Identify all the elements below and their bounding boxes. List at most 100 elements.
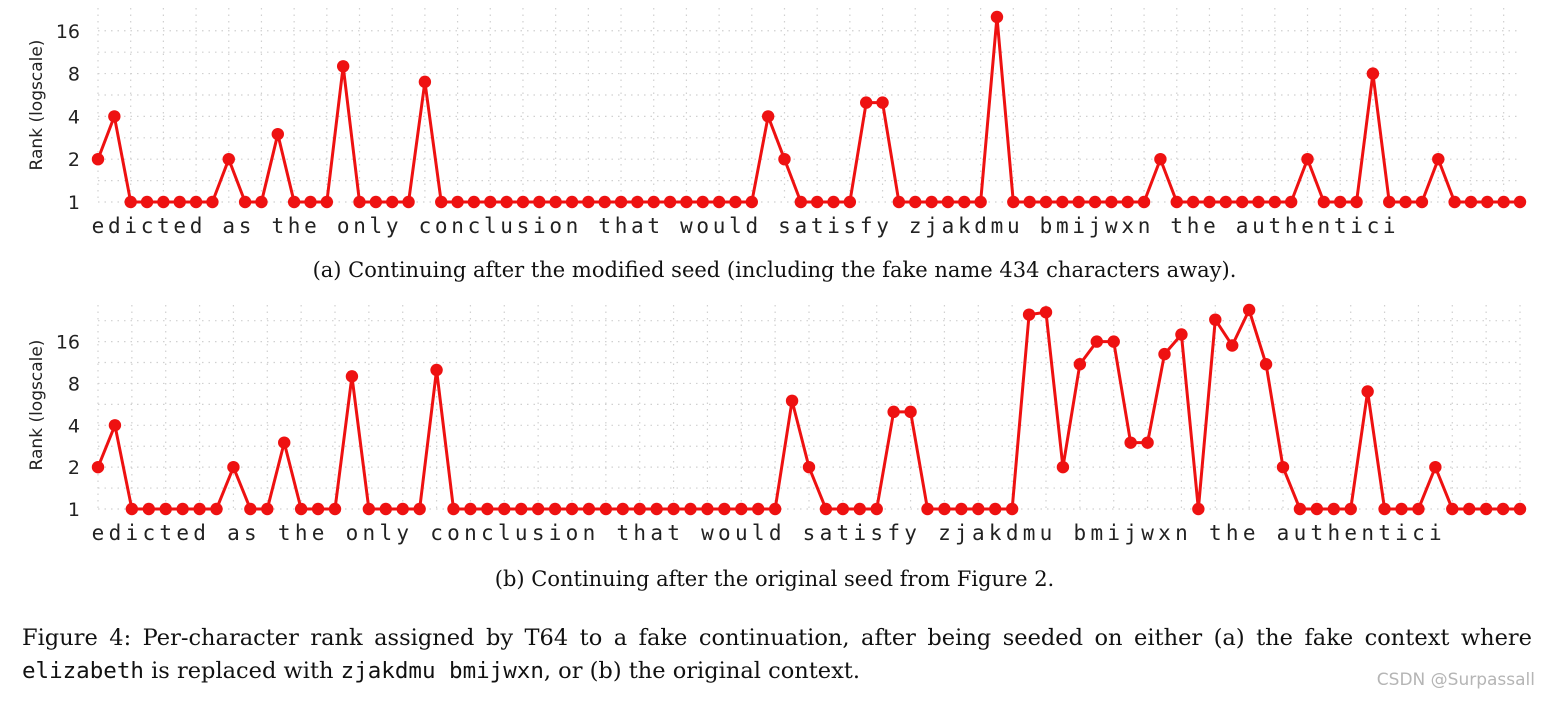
y-axis-label: Rank (logscale) xyxy=(27,340,47,471)
x-char-label: t xyxy=(647,214,660,238)
data-point xyxy=(1334,195,1347,209)
data-point xyxy=(1039,306,1053,319)
data-point xyxy=(548,502,562,516)
data-point xyxy=(1023,195,1036,209)
x-char-label: l xyxy=(498,521,511,545)
data-point xyxy=(667,502,680,516)
x-char-label: u xyxy=(500,214,513,238)
x-char-label: w xyxy=(680,214,693,238)
data-point xyxy=(336,60,350,73)
data-point xyxy=(582,502,596,516)
x-char-label: c xyxy=(430,521,443,545)
caption-code-fake-name: zjakdmu bmijwxn xyxy=(340,658,544,684)
data-point xyxy=(125,502,139,516)
data-point xyxy=(1175,328,1188,341)
data-point xyxy=(369,195,383,209)
data-point xyxy=(206,195,219,209)
x-char-label: e xyxy=(173,214,186,238)
caption-line1: Figure 4: Per-character rank assigned by… xyxy=(22,625,1532,651)
data-point xyxy=(1497,195,1510,209)
data-point xyxy=(684,502,697,516)
data-point xyxy=(1259,358,1273,371)
x-char-label: n xyxy=(1361,521,1374,545)
x-char-label: u xyxy=(515,521,528,545)
data-point xyxy=(768,502,782,516)
data-point xyxy=(1268,195,1282,209)
data-point xyxy=(853,502,866,516)
data-point xyxy=(328,502,342,516)
data-point xyxy=(921,502,934,516)
data-point xyxy=(1317,195,1331,209)
x-char-label: t xyxy=(271,214,284,238)
data-point xyxy=(1429,460,1442,474)
data-point xyxy=(189,195,203,209)
x-char-label: t xyxy=(159,521,172,545)
data-point xyxy=(663,195,677,209)
data-point xyxy=(1203,195,1216,209)
data-point xyxy=(565,502,579,516)
x-char-label: i xyxy=(827,214,840,238)
data-point xyxy=(238,195,252,209)
data-point xyxy=(193,502,206,516)
figure-caption: Figure 4: Per-character rank assigned by… xyxy=(22,622,1532,688)
x-char-label: n xyxy=(464,521,477,545)
data-point xyxy=(1219,195,1232,209)
x-char-label: n xyxy=(583,521,596,545)
x-char-label: u xyxy=(1252,214,1265,238)
data-point xyxy=(616,502,629,516)
data-point xyxy=(1383,195,1396,209)
data-point xyxy=(819,502,833,516)
x-char-label: m xyxy=(1056,214,1069,238)
x-char-label: i xyxy=(124,214,137,238)
data-point xyxy=(598,195,611,209)
x-char-label: d xyxy=(109,521,122,545)
x-char-label: k xyxy=(958,214,971,238)
data-point xyxy=(1432,152,1445,166)
data-point xyxy=(255,195,268,209)
data-point xyxy=(124,195,137,209)
data-point xyxy=(614,195,628,209)
x-char-label: a xyxy=(222,214,235,238)
data-point xyxy=(1415,195,1429,209)
data-point xyxy=(1124,436,1137,449)
data-point xyxy=(287,195,301,209)
x-char-label: x xyxy=(1158,521,1171,545)
data-point xyxy=(515,502,528,516)
data-point xyxy=(1276,460,1290,474)
x-char-label: h xyxy=(633,521,646,545)
data-point xyxy=(1105,195,1118,209)
x-char-label: c xyxy=(1412,521,1425,545)
x-char-label: m xyxy=(1023,521,1036,545)
data-point xyxy=(925,195,938,209)
data-point xyxy=(531,502,545,516)
data-point xyxy=(386,195,399,209)
data-point xyxy=(173,195,186,209)
data-point xyxy=(974,195,987,209)
data-point xyxy=(650,502,663,516)
panel-a-caption: (a) Continuing after the modified seed (… xyxy=(312,258,1237,282)
x-char-label: s xyxy=(532,521,545,545)
x-char-label: o xyxy=(447,521,460,545)
data-point xyxy=(1056,195,1069,209)
series-line xyxy=(96,15,1520,204)
y-tick-label: 8 xyxy=(68,373,80,395)
x-char-label: a xyxy=(972,521,985,545)
data-point xyxy=(1366,67,1380,80)
caption-end: , or (b) the original context. xyxy=(543,658,860,684)
x-char-label: h xyxy=(1226,521,1239,545)
data-point xyxy=(1446,502,1459,516)
data-point xyxy=(345,370,359,383)
x-char-label: n xyxy=(451,214,464,238)
data-point xyxy=(1464,195,1478,209)
data-point xyxy=(647,195,660,209)
x-char-label: e xyxy=(1301,214,1314,238)
x-char-label: l xyxy=(729,214,742,238)
x-char-label: e xyxy=(1243,521,1256,545)
x-char-label: a xyxy=(227,521,240,545)
data-point xyxy=(1073,358,1087,371)
caption-mid: is replaced with xyxy=(143,658,341,684)
data-point xyxy=(1399,195,1412,209)
x-char-label: e xyxy=(92,214,105,238)
data-point xyxy=(1327,502,1340,516)
